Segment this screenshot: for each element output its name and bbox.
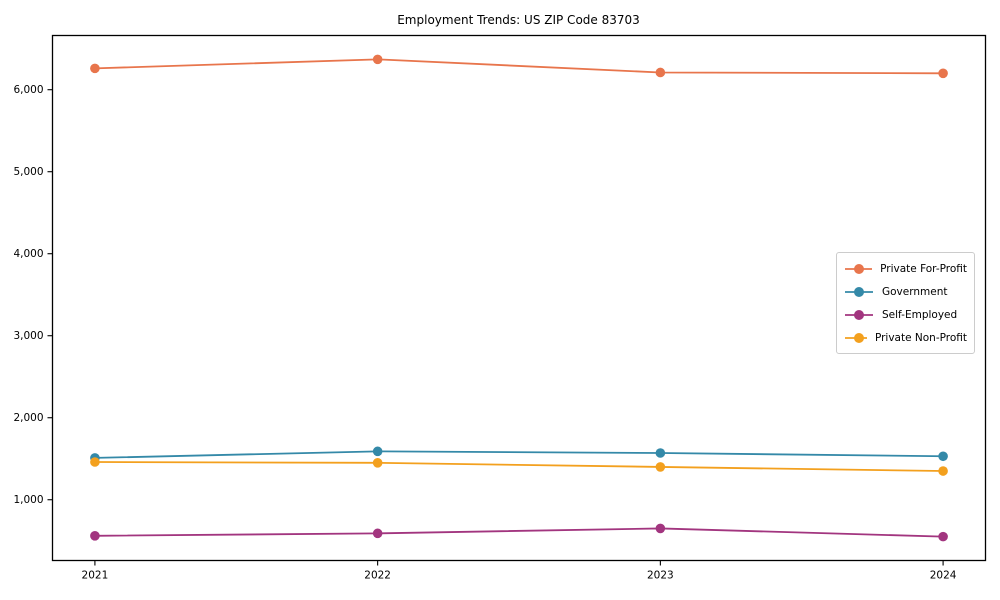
series-line-self-employed — [94, 527, 944, 538]
data-point-private-non-profit — [90, 457, 100, 467]
legend-label: Government — [882, 285, 948, 298]
legend-item: Private Non-Profit — [837, 326, 974, 349]
legend-label: Private Non-Profit — [874, 331, 967, 344]
legend-marker-icon — [845, 309, 873, 320]
series-line-government — [94, 450, 944, 459]
data-point-private-non-profit — [938, 466, 948, 476]
legend-label: Private For-Profit — [880, 262, 967, 275]
x-tick-label: 2022 — [364, 570, 391, 582]
data-point-private-for-profit — [655, 67, 666, 78]
data-point-private-for-profit — [938, 68, 948, 79]
legend-marker-icon — [845, 263, 873, 274]
y-tick-label: 4,000 — [13, 248, 43, 260]
x-tick-label: 2024 — [930, 570, 957, 582]
data-point-government — [372, 446, 383, 457]
legend-item: Government — [837, 280, 974, 303]
x-tick-label: 2023 — [647, 570, 674, 582]
y-tick-label: 1,000 — [13, 494, 43, 506]
series-line-private-for-profit — [94, 58, 944, 75]
legend-marker-icon — [845, 332, 867, 343]
legend: Private For-Profit Government Self-Employe… — [836, 252, 975, 354]
data-point-government — [655, 448, 666, 458]
data-point-private-for-profit — [90, 63, 100, 74]
data-point-self-employed — [938, 531, 948, 542]
y-tick-label: 5,000 — [13, 166, 43, 178]
data-point-self-employed — [655, 523, 666, 534]
data-point-private-non-profit — [372, 458, 383, 468]
chart-title: Employment Trends: US ZIP Code 83703 — [397, 13, 640, 27]
data-point-private-non-profit — [655, 462, 666, 472]
legend-marker-icon — [845, 286, 873, 297]
y-tick-label: 2,000 — [13, 412, 43, 424]
legend-item: Self-Employed — [837, 303, 974, 326]
x-tick-label: 2021 — [82, 570, 109, 582]
y-tick-label: 3,000 — [13, 330, 43, 342]
data-point-government — [938, 451, 948, 462]
data-point-self-employed — [372, 528, 383, 539]
series-line-private-non-profit — [94, 461, 944, 472]
legend-label: Self-Employed — [882, 308, 958, 321]
axes-frame — [51, 34, 987, 562]
data-point-private-for-profit — [372, 54, 383, 65]
y-tick-label: 6,000 — [13, 84, 43, 96]
legend-item: Private For-Profit — [837, 257, 974, 280]
data-point-self-employed — [90, 531, 100, 541]
